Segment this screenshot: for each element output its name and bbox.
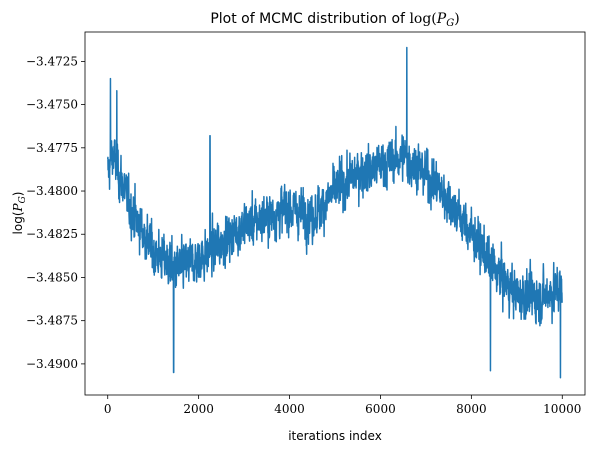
y-axis: −3.4725 −3.4750 −3.4775 −3.4800 −3.4825 −3.48… (26, 54, 85, 371)
x-tick-label: 2000 (183, 402, 214, 416)
chart-title-sub: G (446, 18, 454, 29)
y-label-var: P (11, 202, 25, 212)
x-tick-label: 6000 (365, 402, 396, 416)
plot-area (106, 46, 563, 379)
chart-title-prefix: Plot of MCMC distribution of (210, 11, 409, 27)
y-label-sub: G (18, 196, 28, 203)
y-tick-label: −3.4725 (26, 54, 78, 68)
x-axis: 0 2000 4000 6000 8000 10000 (104, 395, 581, 416)
plot-frame (84, 31, 586, 396)
x-tick-label: 0 (104, 402, 112, 416)
y-label-close: ) (11, 192, 25, 197)
chart-title-var: P (436, 11, 447, 27)
series-line (106, 46, 563, 379)
y-tick-label: −3.4750 (26, 98, 78, 112)
y-label-fn: log( (11, 211, 25, 234)
chart-title: Plot of MCMC distribution of log(PG) (210, 11, 459, 29)
x-tick-label: 4000 (274, 402, 305, 416)
chart-title-fn: log( (409, 11, 436, 27)
y-tick-label: −3.4825 (26, 227, 78, 241)
y-tick-label: −3.4850 (26, 270, 78, 284)
x-tick-label: 10000 (543, 402, 581, 416)
x-tick-label: 8000 (456, 402, 487, 416)
x-axis-label: iterations index (288, 429, 382, 443)
y-tick-label: −3.4900 (26, 357, 78, 371)
y-axis-label: log(PG) (11, 192, 28, 235)
y-tick-label: −3.4800 (26, 184, 78, 198)
y-tick-label: −3.4775 (26, 141, 78, 155)
y-tick-label: −3.4875 (26, 314, 78, 328)
chart-title-close: ) (454, 11, 459, 27)
